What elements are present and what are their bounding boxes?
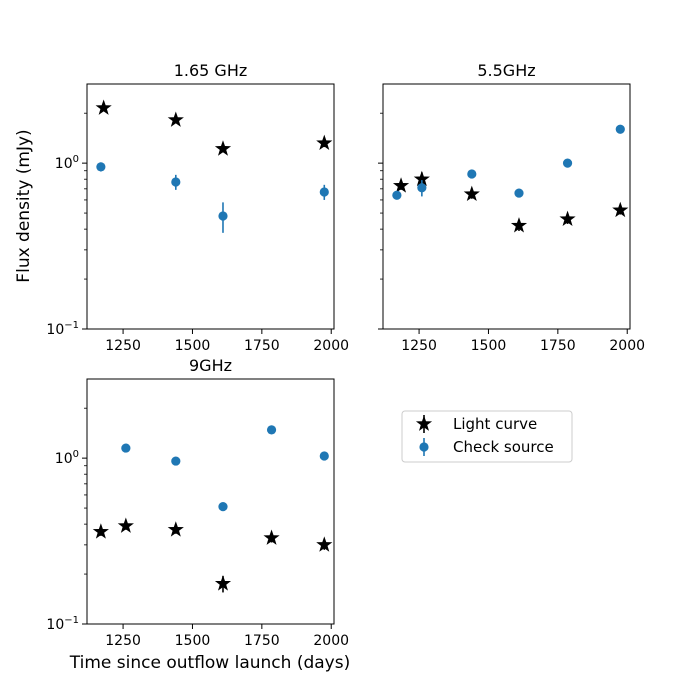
check-source-point	[467, 169, 477, 179]
light-curve-point	[117, 517, 134, 533]
light-curve-point	[559, 210, 576, 226]
series-check-source	[96, 162, 329, 233]
x-tick-label: 1250	[401, 338, 437, 354]
x-tick-label: 1250	[105, 633, 141, 649]
x-tick-label: 1500	[471, 338, 507, 354]
y-tick-label: 10−1	[46, 615, 79, 633]
check-source-point	[417, 183, 427, 193]
x-tick-label: 1250	[105, 338, 141, 354]
check-source-point	[319, 187, 329, 197]
check-source-point	[171, 177, 181, 187]
y-axis-title: Flux density (mJy)	[14, 129, 34, 282]
check-source-point	[615, 124, 625, 134]
check-source-point	[218, 211, 228, 221]
x-tick-label: 1500	[175, 633, 211, 649]
light-curve-point	[167, 521, 184, 537]
check-source-point	[218, 502, 228, 512]
check-source-point	[171, 456, 181, 466]
light-curve-point	[95, 99, 112, 115]
light-curve-point	[612, 201, 629, 218]
light-curve-point	[510, 217, 528, 233]
legend-box	[401, 410, 573, 463]
x-tick-label: 1500	[175, 338, 211, 354]
light-curve-point	[92, 523, 109, 539]
plot-frame	[86, 378, 335, 625]
y-tick-label: 100	[55, 154, 79, 172]
y-tick-label: 100	[55, 449, 79, 467]
x-tick-label: 2000	[609, 338, 645, 354]
light-curve-point	[392, 177, 410, 193]
panel-1: 1.65 GHz 1250 1500 1750 2000 10−1 100	[46, 61, 349, 354]
legend: Light curve Check source	[401, 410, 573, 463]
x-tick-label: 2000	[313, 633, 349, 649]
plot-frame	[382, 83, 631, 330]
x-tick-label: 1750	[244, 633, 280, 649]
panel-title: 9GHz	[189, 356, 232, 375]
panel-title: 5.5GHz	[477, 61, 535, 80]
panel-3: 9GHz 1250 1500 1750 2000 10−1 100	[46, 356, 349, 649]
x-tick-label: 1750	[244, 338, 280, 354]
panel-2: 5.5GHz 1250 1500 1750 2000	[378, 61, 645, 354]
check-source-point	[96, 162, 106, 172]
x-axis-title: Time since outflow launch (days)	[69, 653, 350, 673]
series-check-source	[121, 425, 329, 512]
light-curve-point	[463, 185, 480, 202]
legend-label: Check source	[453, 438, 554, 456]
x-tick-label: 1750	[540, 338, 576, 354]
series-light-curve	[95, 99, 333, 156]
legend-star-marker	[415, 415, 433, 431]
light-curve-point	[214, 140, 232, 156]
check-source-point	[121, 443, 131, 453]
series-check-source	[392, 124, 625, 200]
check-source-point	[514, 188, 524, 198]
light-curve-point	[263, 529, 280, 545]
x-tick-label: 2000	[313, 338, 349, 354]
y-tick-label: 10−1	[46, 320, 79, 338]
light-curve-point	[167, 111, 184, 127]
legend-label: Light curve	[453, 415, 537, 433]
plot-frame	[86, 83, 335, 330]
light-curve-point	[214, 575, 232, 591]
light-curve-point	[316, 536, 333, 552]
check-source-point	[562, 158, 573, 168]
check-source-point	[319, 451, 329, 461]
light-curve-point	[413, 170, 430, 187]
check-source-point	[392, 190, 402, 200]
panel-title: 1.65 GHz	[174, 61, 248, 80]
series-light-curve	[92, 517, 333, 593]
series-light-curve	[392, 170, 629, 233]
check-source-point	[266, 425, 277, 435]
legend-circle-marker	[419, 442, 429, 452]
light-curve-point	[316, 134, 333, 151]
